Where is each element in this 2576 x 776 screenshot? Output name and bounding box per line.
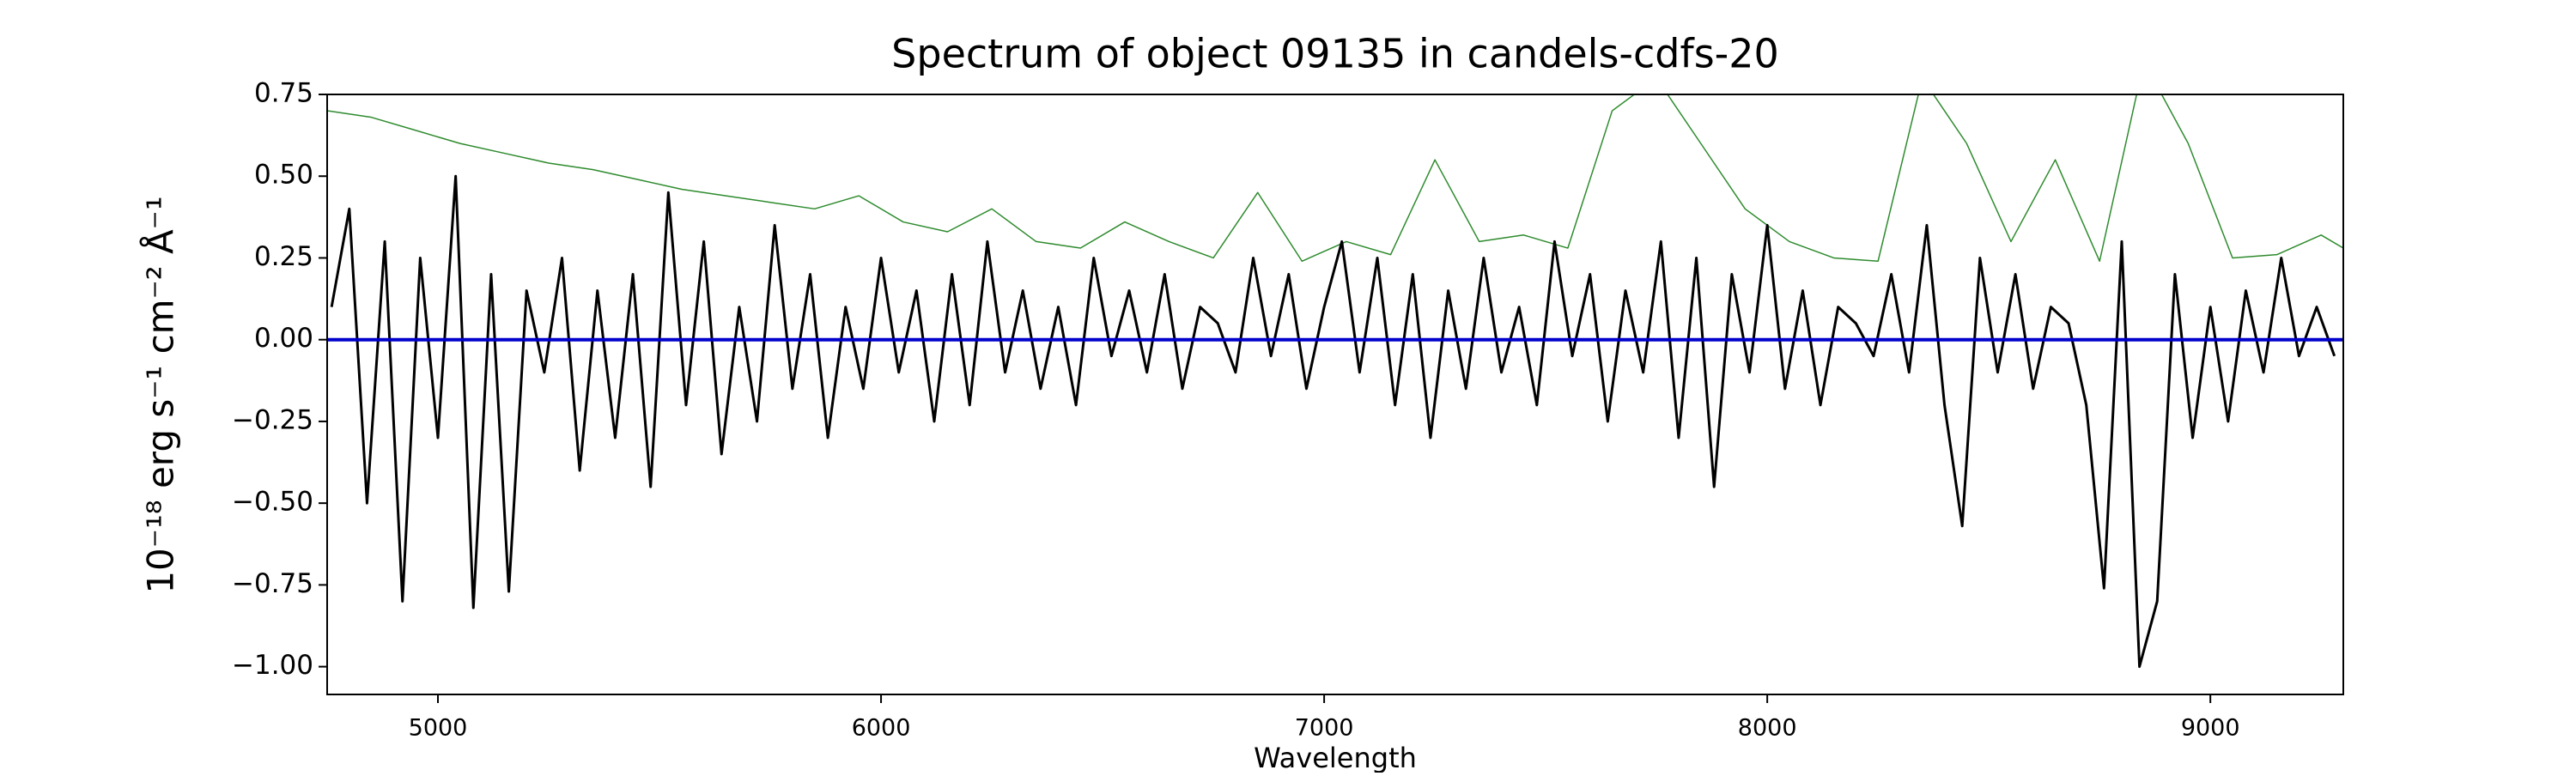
y-tick-label: −0.25 <box>232 404 313 435</box>
x-tick-label: 5000 <box>409 715 468 742</box>
y-tick-label: −0.50 <box>232 487 313 518</box>
spectrum-line <box>330 174 2336 669</box>
y-tick-label: 0.50 <box>254 160 313 191</box>
spectrum-line <box>327 94 2343 263</box>
x-tick-label: 8000 <box>1738 715 1797 742</box>
y-tick-label: −0.75 <box>232 568 313 599</box>
plot-frame <box>326 94 2344 695</box>
x-tick-label: 7000 <box>1295 715 1354 742</box>
x-axis-label: Wavelength <box>1254 742 1417 773</box>
y-axis-label: 10⁻¹⁸ erg s⁻¹ cm⁻² Å⁻¹ <box>139 196 182 593</box>
y-tick-label: 0.25 <box>254 241 313 272</box>
chart-title: Spectrum of object 09135 in candels-cdfs… <box>891 31 1779 77</box>
y-tick-label: 0.00 <box>254 323 313 354</box>
plot-area <box>327 94 2343 669</box>
y-tick-label: 0.75 <box>254 78 313 109</box>
y-tick-label: −1.00 <box>232 650 313 681</box>
x-tick-label: 9000 <box>2181 715 2240 742</box>
x-tick-label: 6000 <box>852 715 911 742</box>
